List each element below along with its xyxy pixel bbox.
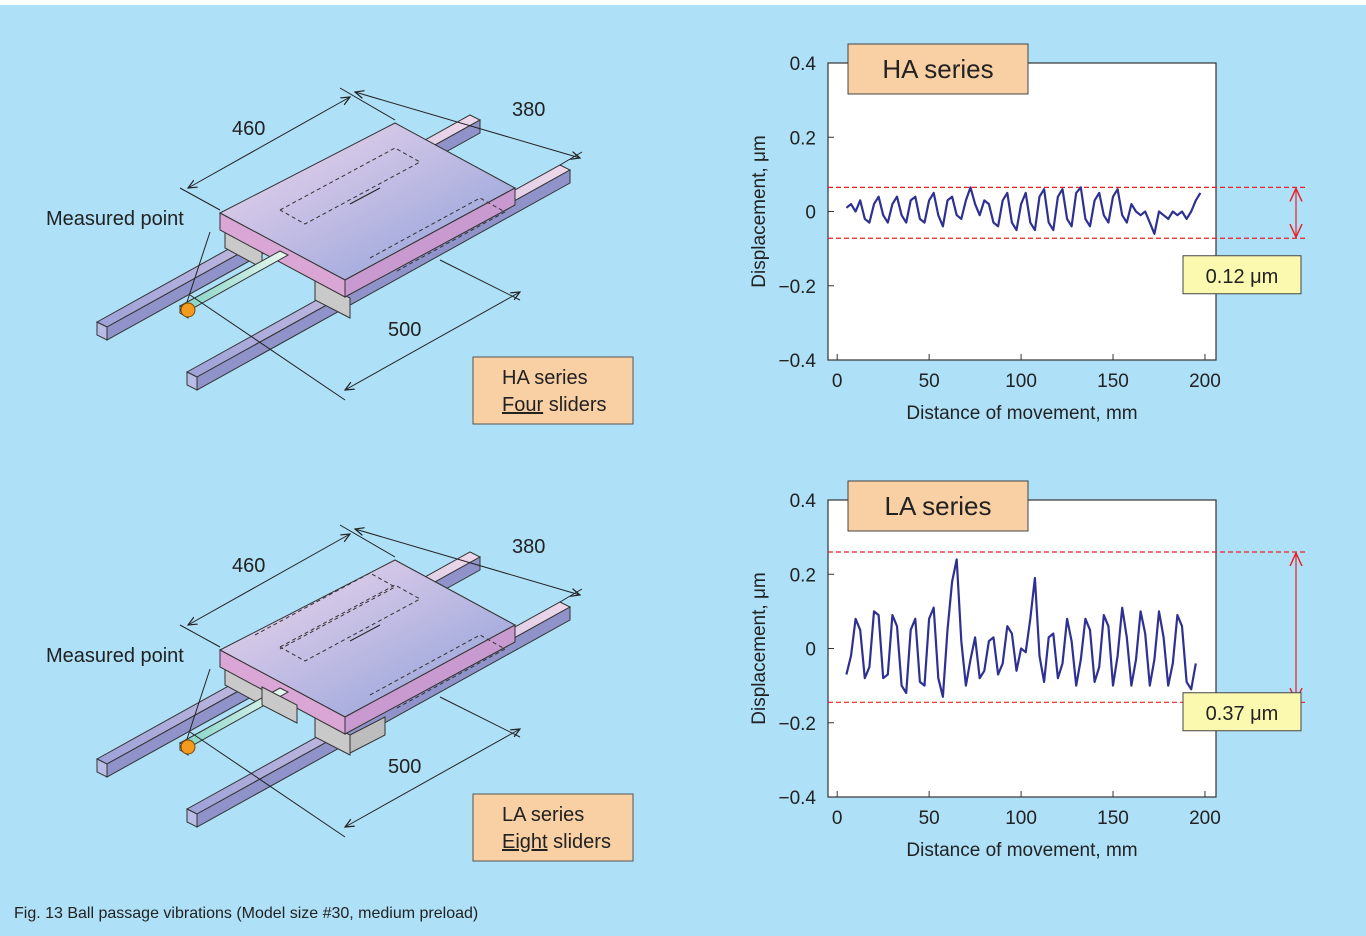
dimension: 380 [512, 99, 545, 121]
label-box [472, 356, 634, 425]
x-tick-label: 50 [919, 808, 940, 829]
chart-title: LA series [885, 491, 992, 521]
measured-point-label: Measured point [46, 208, 184, 230]
y-tick-label: 0.4 [790, 54, 817, 75]
x-tick-label: 150 [1097, 371, 1129, 392]
count-unit: sliders [549, 394, 607, 416]
y-tick-label: 0.2 [790, 128, 816, 149]
slider-count: Eight sliders [502, 831, 611, 853]
measured-point-label: Measured point [46, 645, 184, 667]
series-label: LA series [502, 804, 584, 826]
stage-diagram: 460 380 500 Measured point HA series Four sli… [46, 88, 634, 425]
y-axis-label: Displacement, μm [749, 572, 770, 724]
range-label: 0.12 μm [1206, 266, 1279, 288]
y-tick-label: −0.4 [778, 351, 816, 372]
series-label: HA series [502, 367, 588, 389]
y-tick-label: 0 [805, 640, 816, 661]
x-tick-label: 100 [1005, 808, 1037, 829]
title-box [847, 480, 1029, 532]
y-tick-label: −0.2 [778, 277, 816, 298]
slider [349, 716, 386, 754]
count-unit: sliders [553, 831, 611, 853]
range-label: 0.37 μm [1206, 703, 1279, 725]
x-tick-label: 200 [1189, 371, 1221, 392]
y-tick-label: −0.4 [778, 788, 816, 809]
x-axis-label: Distance of movement, mm [906, 840, 1137, 861]
stage-diagram: 460 380 500 Measured point LA series Eight sl… [46, 525, 634, 862]
count: Four [502, 394, 543, 416]
range-label-box [1182, 255, 1302, 295]
caption: Fig. 13 Ball passage vibrations (Model s… [14, 905, 478, 922]
dimension: 380 [512, 536, 545, 558]
title-box [847, 43, 1029, 95]
diagrams: 460 380 500 Measured point HA series Four sli… [46, 88, 634, 862]
x-axis-label: Distance of movement, mm [906, 403, 1137, 424]
dimension: 460 [232, 555, 265, 577]
x-tick-label: 200 [1189, 808, 1221, 829]
x-tick-label: 50 [919, 371, 940, 392]
dimension: 500 [388, 319, 421, 341]
y-tick-label: −0.2 [778, 714, 816, 735]
x-tick-label: 0 [832, 808, 843, 829]
y-tick-label: 0 [805, 203, 816, 224]
count: Eight [502, 831, 548, 853]
extra-sliders [254, 572, 397, 650]
x-tick-label: 150 [1097, 808, 1129, 829]
x-tick-label: 0 [832, 371, 843, 392]
dimension: 460 [232, 118, 265, 140]
x-tick-label: 100 [1005, 371, 1037, 392]
chart-title: HA series [882, 54, 993, 84]
y-tick-label: 0.2 [790, 565, 816, 586]
range-label-box [1182, 692, 1302, 732]
dimension: 500 [388, 756, 421, 778]
plot-area [827, 62, 1217, 361]
label-box [472, 793, 634, 862]
slider-count: Four sliders [502, 394, 606, 416]
data-line [845, 558, 1197, 698]
y-tick-label: 0.4 [790, 491, 817, 512]
data-line [845, 186, 1202, 235]
y-axis-label: Displacement, μm [749, 135, 770, 287]
charts: −0.4 −0.2 0 0.2 0.4 0 50 100 150 200 Distance of m… [749, 43, 1305, 861]
slider [261, 686, 298, 724]
